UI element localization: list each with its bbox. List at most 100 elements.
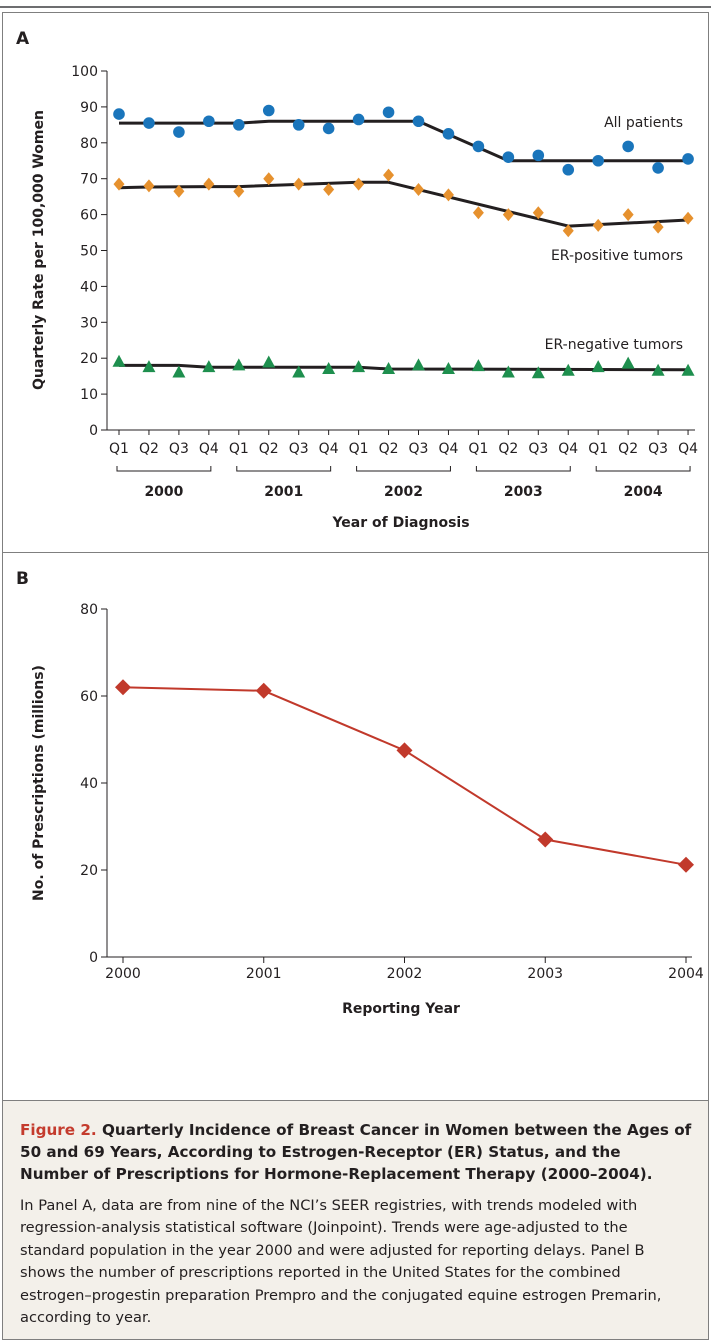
panel-a-point-circle xyxy=(592,154,604,167)
figure-label: Figure 2. xyxy=(20,1121,97,1139)
panel-a-point-triangle xyxy=(382,361,396,374)
panel-a-year-bracket xyxy=(595,466,691,472)
panel-a-trend-line-triangle xyxy=(119,363,689,372)
panel-a-point-diamond xyxy=(383,168,395,182)
panel-b-x-tick-label: 2004 xyxy=(668,966,704,982)
panel-a-quarter-label: Q1 xyxy=(349,441,369,457)
panel-b-point xyxy=(396,742,413,759)
panel-a-year-label: 2000 xyxy=(144,484,183,500)
panel-a-point-diamond xyxy=(203,177,215,191)
panel-a-quarter-label: Q2 xyxy=(259,441,279,457)
panel-a-point-triangle xyxy=(232,358,246,371)
panel-a-point-diamond xyxy=(323,182,335,196)
panel-a-point-triangle xyxy=(561,363,575,376)
panel-a-y-tick-label: 70 xyxy=(80,172,98,188)
panel-a-point-circle xyxy=(352,113,365,126)
panel-a-y-tick-label: 100 xyxy=(71,64,98,80)
panel-a-point-diamond xyxy=(413,182,424,196)
panel-a-point-diamond xyxy=(233,184,245,198)
panel-a-point-circle xyxy=(262,104,275,117)
panel-a-point-diamond xyxy=(263,172,275,186)
panel-a-point-diamond xyxy=(113,177,125,191)
panel-b-point xyxy=(537,831,554,848)
panel-a-series-label: All patients xyxy=(604,115,683,131)
panel-b-y-tick-label: 20 xyxy=(80,863,98,879)
panel-a-y-tick-label: 20 xyxy=(80,351,98,367)
panel-a-point-circle xyxy=(532,149,545,162)
panel-b-y-tick-label: 0 xyxy=(89,950,98,966)
caption-body: In Panel A, data are from nine of the NC… xyxy=(20,1197,662,1327)
panel-a-quarter-label: Q3 xyxy=(289,441,309,457)
panel-a-quarter-label: Q4 xyxy=(199,441,219,457)
panel-a-quarter-label: Q2 xyxy=(379,441,399,457)
panel-b-point xyxy=(255,682,272,699)
panel-a-year-bracket xyxy=(475,466,571,472)
caption-title: Figure 2. Quarterly Incidence of Breast … xyxy=(20,1119,692,1185)
panel-a-point-triangle xyxy=(531,366,545,379)
panel-a-point-circle xyxy=(472,140,485,153)
panel-a-point-triangle xyxy=(142,360,156,373)
panel-a-quarter-label: Q1 xyxy=(588,441,608,457)
panel-a-year-label: 2003 xyxy=(504,484,543,500)
panel-b-y-tick-label: 40 xyxy=(80,776,98,792)
panel-a-year-bracket xyxy=(356,466,451,472)
panel-a-point-diamond xyxy=(442,188,454,202)
panel-b-y-axis-label: No. of Prescriptions (millions) xyxy=(31,665,47,901)
panel-b-y-tick-label: 80 xyxy=(80,602,98,618)
panel-a-chart: A 0 10 20 30 40 50 60 70 80 90 100 Quarterly Rate pe… xyxy=(16,29,698,531)
panel-a-y-tick-label: 40 xyxy=(80,279,98,295)
panel-a-quarter-label: Q3 xyxy=(648,441,668,457)
panel-a-point-circle xyxy=(562,163,575,176)
panel-a-point-triangle xyxy=(471,359,485,372)
panel-a-y-tick-label: 10 xyxy=(80,387,98,403)
panel-a-series-label: ER-negative tumors xyxy=(545,337,683,353)
panel-a-point-triangle xyxy=(412,358,425,371)
panel-a-y-tick-label: 80 xyxy=(80,136,98,152)
panel-b-x-axis-label: Reporting Year xyxy=(342,1001,460,1017)
panel-a-point-triangle xyxy=(352,360,366,373)
panel-a-point-diamond xyxy=(562,224,574,238)
panel-a-quarter-label: Q3 xyxy=(528,441,548,457)
figure-caption: Figure 2. Quarterly Incidence of Breast … xyxy=(3,1101,708,1339)
panel-a-point-circle xyxy=(442,128,455,140)
panel-a-trend-line-circle xyxy=(119,119,688,163)
panel-a-point-triangle xyxy=(651,363,665,376)
panel-a-point-diamond xyxy=(472,206,484,220)
panel-b-series-line xyxy=(122,686,687,866)
panel-a-point-circle xyxy=(502,151,515,163)
panel-a-year-label: 2001 xyxy=(264,484,303,500)
panel-a-year-bracket xyxy=(236,466,332,472)
panel-a-point-triangle xyxy=(112,354,126,367)
panel-b-point xyxy=(115,679,131,696)
panel-b-x-tick-label: 2000 xyxy=(105,966,141,982)
panel-a-point-diamond xyxy=(682,211,694,225)
panel-a-year-bracket xyxy=(116,466,212,472)
panel-a-point-diamond xyxy=(502,208,514,222)
panel-a-point-circle xyxy=(292,119,305,131)
panel-a-point-circle xyxy=(322,122,335,135)
panel-a-point-triangle xyxy=(292,365,306,378)
panel-a-point-diamond xyxy=(652,220,664,234)
panel-a-quarter-label: Q1 xyxy=(229,441,249,457)
panel-a-point-diamond xyxy=(173,184,185,198)
panel-b-y-tick-label: 60 xyxy=(80,689,98,705)
panel-a-quarter-label: Q4 xyxy=(558,441,578,457)
panel-a-point-circle xyxy=(113,108,125,120)
panel-a-y-tick-label: 30 xyxy=(80,315,98,331)
panel-separator xyxy=(2,552,709,553)
panel-b-chart: B 0 20 40 60 80 No. of Prescriptions (millions… xyxy=(16,569,704,1017)
panel-a-quarter-label: Q3 xyxy=(169,441,189,457)
panel-a-quarter-label: Q4 xyxy=(438,441,458,457)
panel-a-point-circle xyxy=(622,140,634,153)
panel-a-x-axis-label: Year of Diagnosis xyxy=(331,515,469,531)
panel-a-point-diamond xyxy=(143,179,155,193)
panel-a-point-circle xyxy=(652,162,664,174)
panel-a-y-tick-label: 60 xyxy=(80,208,98,224)
panel-a-y-tick-label: 90 xyxy=(80,100,98,116)
panel-a-point-circle xyxy=(173,126,185,138)
caption-separator xyxy=(2,1100,709,1101)
panel-a-point-triangle xyxy=(591,360,605,373)
panel-a-quarter-label: Q3 xyxy=(409,441,429,457)
panel-a-trend-line-diamond xyxy=(118,180,689,228)
panel-a-point-circle xyxy=(382,106,395,119)
